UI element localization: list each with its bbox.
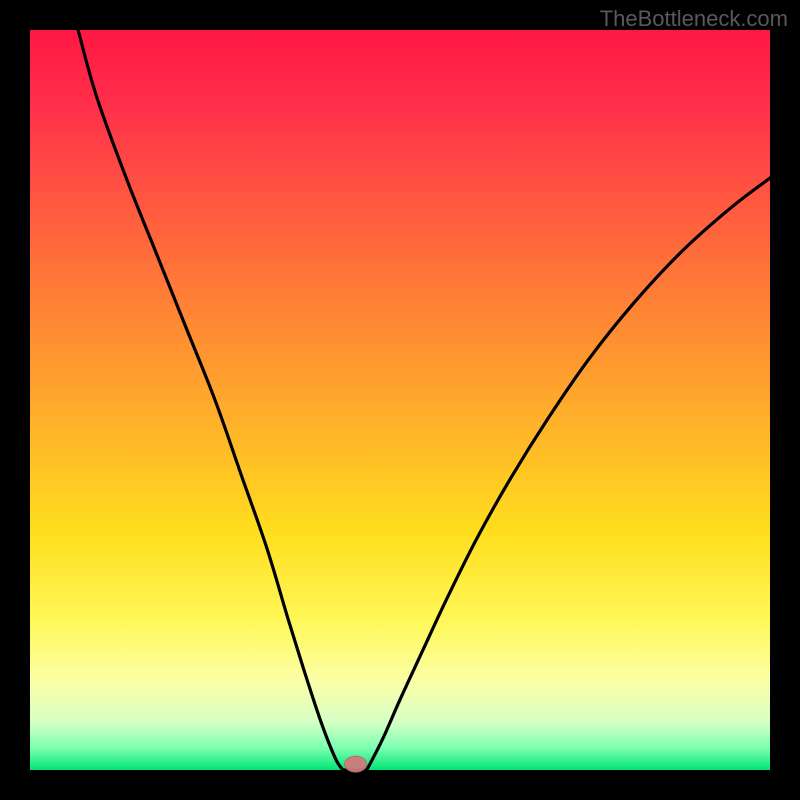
bottleneck-curve-chart: [0, 0, 800, 800]
plot-background: [30, 30, 770, 770]
watermark-text: TheBottleneck.com: [600, 6, 788, 32]
chart-stage: TheBottleneck.com: [0, 0, 800, 800]
optimal-point-marker: [345, 756, 367, 772]
